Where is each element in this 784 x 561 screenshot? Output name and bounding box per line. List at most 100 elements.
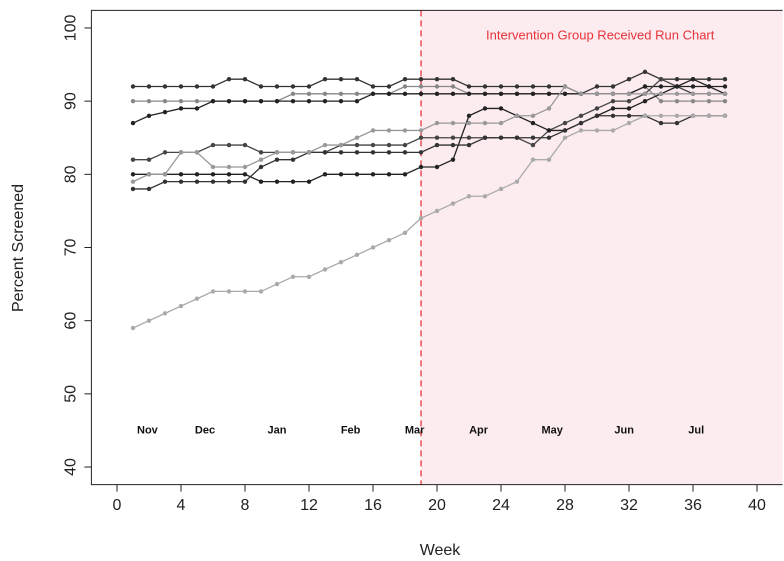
data-point [226,164,232,170]
data-point [450,84,456,89]
x-tick-label: 16 [364,497,382,514]
data-point [306,91,312,97]
data-point [418,135,424,140]
data-point [514,179,520,184]
data-point [658,120,664,126]
data-point [418,150,424,155]
data-point [194,84,200,89]
data-point [178,84,184,89]
data-point [402,230,408,236]
data-point [514,91,520,97]
data-point [130,84,136,89]
x-tick-label: 20 [428,497,446,514]
data-point [498,106,504,111]
data-point [322,142,328,148]
data-point [658,113,664,118]
data-point [498,84,504,89]
data-point [354,150,360,155]
series-line [132,115,725,329]
data-point [482,194,488,199]
data-point [210,84,216,89]
data-point [274,150,280,155]
data-point [610,98,616,104]
data-point [178,172,184,177]
data-point [370,84,376,89]
data-point [210,164,216,170]
data-point [290,98,296,104]
data-point [194,150,200,155]
data-point [290,179,296,184]
data-point [530,142,536,148]
data-point [418,216,424,221]
data-point [306,84,312,89]
annotation: Dec [195,424,215,436]
data-point [530,157,536,162]
x-tick-label: 32 [620,497,638,514]
annotation: Jul [688,424,704,436]
data-point [706,98,712,104]
data-point [194,98,200,104]
data-point [594,91,600,97]
data-point [178,98,184,104]
data-point [450,157,456,162]
data-point [178,179,184,184]
data-point [258,289,264,294]
data-point [674,84,680,89]
data-point [450,120,456,126]
data-point [130,120,136,126]
data-point [626,106,632,111]
data-point [354,76,360,82]
data-point [402,91,408,97]
data-point [322,91,328,97]
data-point [306,179,312,184]
data-point [594,128,600,133]
data-point [722,84,728,89]
data-point [354,252,360,258]
data-point [210,172,216,177]
data-point [146,113,152,118]
x-tick-label: 0 [113,497,122,514]
series-line [133,78,726,183]
data-point [706,91,712,97]
data-point [162,172,168,177]
series-line [133,115,725,190]
data-point [306,274,312,279]
data-point [162,84,168,89]
data-point [498,91,504,97]
data-point [370,142,376,148]
data-point [226,172,232,177]
data-point [450,135,456,140]
data-point [434,208,440,214]
data-point [258,157,264,162]
data-point [338,259,344,265]
data-point [530,120,536,126]
data-point [146,98,152,104]
data-point [642,91,648,97]
data-point [194,296,200,301]
data-point [690,98,696,104]
data-point [226,76,232,82]
data-point [130,325,136,331]
data-point [210,289,216,294]
data-point [466,120,472,126]
data-point [194,106,200,111]
data-point [434,142,440,148]
data-point [146,318,152,323]
data-point [482,84,488,89]
data-point [498,135,504,140]
data-point [386,142,392,148]
data-point [562,135,568,140]
data-point [306,150,312,155]
data-point [386,128,392,133]
data-point [498,120,504,126]
data-point [290,274,296,279]
x-tick-label: 4 [177,497,186,514]
data-point [274,157,280,162]
data-point [178,106,184,111]
data-point [482,91,488,97]
data-point [338,150,344,155]
data-point [258,164,264,170]
annotation: Intervention Group Received Run Chart [486,27,715,42]
data-point [418,164,424,170]
data-point [642,84,648,89]
